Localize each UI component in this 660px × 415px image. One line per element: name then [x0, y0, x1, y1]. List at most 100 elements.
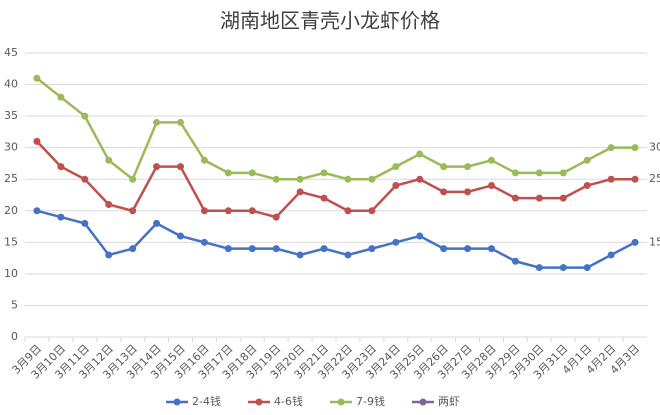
- data-point: [440, 188, 448, 196]
- series-line: [36, 77, 636, 182]
- data-point: [607, 175, 615, 183]
- data-point: [33, 137, 41, 145]
- data-point: [344, 175, 352, 183]
- data-point: [488, 182, 495, 190]
- y-tick-label: 20: [4, 204, 18, 217]
- data-point: [440, 163, 448, 171]
- legend-marker: [173, 398, 181, 406]
- data-point: [200, 207, 208, 215]
- data-point: [153, 163, 161, 171]
- data-point: [368, 207, 376, 215]
- data-point: [511, 169, 519, 177]
- data-point: [320, 245, 328, 253]
- data-point: [464, 245, 472, 253]
- data-point: [57, 163, 65, 171]
- y-tick-label: 35: [4, 109, 18, 122]
- legend-marker: [255, 398, 263, 406]
- data-point: [57, 93, 65, 101]
- data-point: [559, 194, 567, 202]
- data-point: [464, 163, 472, 171]
- data-point: [272, 175, 280, 183]
- data-point: [535, 194, 543, 202]
- legend-label: 4-6钱: [274, 394, 303, 408]
- data-point: [296, 188, 304, 196]
- data-point: [153, 219, 161, 227]
- data-point: [33, 74, 41, 82]
- data-label: 15: [649, 235, 660, 248]
- y-tick-label: 5: [11, 298, 18, 311]
- data-point: [81, 175, 89, 183]
- data-point: [464, 188, 472, 196]
- data-point: [272, 213, 280, 221]
- data-point: [177, 118, 184, 126]
- data-point: [488, 156, 495, 164]
- data-label: 30: [649, 141, 660, 154]
- data-point: [416, 232, 424, 240]
- data-point: [416, 175, 424, 183]
- y-tick-label: 10: [4, 267, 18, 280]
- data-point: [583, 182, 591, 190]
- data-point: [129, 175, 137, 183]
- data-point: [368, 245, 376, 253]
- data-point: [607, 144, 615, 152]
- data-label: 25: [649, 172, 660, 185]
- data-point: [153, 118, 161, 126]
- data-point: [81, 112, 89, 120]
- data-point: [272, 245, 280, 253]
- data-point: [105, 156, 113, 164]
- data-point: [583, 264, 591, 272]
- series-line: [36, 140, 636, 219]
- data-point: [296, 175, 304, 183]
- data-point: [392, 182, 400, 190]
- data-point: [511, 194, 519, 202]
- data-point: [33, 207, 41, 215]
- y-tick-label: 0: [11, 330, 18, 343]
- data-point: [248, 245, 256, 253]
- data-point: [224, 245, 232, 253]
- data-point: [440, 245, 448, 253]
- data-point: [559, 169, 567, 177]
- data-point: [200, 238, 208, 246]
- data-point: [511, 257, 519, 265]
- legend-marker: [337, 398, 345, 406]
- legend-label: 7-9钱: [356, 394, 385, 408]
- data-point: [488, 245, 495, 253]
- y-tick-label: 40: [4, 78, 18, 91]
- data-point: [344, 207, 352, 215]
- data-point: [535, 264, 543, 272]
- y-tick-label: 25: [4, 172, 18, 185]
- data-point: [368, 175, 376, 183]
- data-point: [224, 207, 232, 215]
- data-point: [129, 245, 137, 253]
- series-line: [36, 209, 636, 269]
- data-point: [296, 251, 304, 259]
- y-tick-label: 45: [4, 46, 18, 59]
- data-point: [177, 163, 184, 171]
- y-tick-label: 15: [4, 235, 18, 248]
- legend-label: 2-4钱: [192, 394, 221, 408]
- data-point: [631, 175, 639, 183]
- data-point: [105, 251, 113, 259]
- data-point: [177, 232, 184, 240]
- data-point: [248, 169, 256, 177]
- data-point: [535, 169, 543, 177]
- data-point: [416, 150, 424, 158]
- data-point: [105, 200, 113, 208]
- data-point: [129, 207, 137, 215]
- data-point: [344, 251, 352, 259]
- data-point: [392, 238, 400, 246]
- data-point: [559, 264, 567, 272]
- data-point: [631, 144, 639, 152]
- data-point: [248, 207, 256, 215]
- data-point: [583, 156, 591, 164]
- data-point: [631, 238, 639, 246]
- y-tick-label: 30: [4, 141, 18, 154]
- data-point: [224, 169, 232, 177]
- data-point: [607, 251, 615, 259]
- legend-label: 两虾: [438, 395, 460, 408]
- data-point: [81, 219, 89, 227]
- data-point: [200, 156, 208, 164]
- data-point: [57, 213, 65, 221]
- data-point: [320, 194, 328, 202]
